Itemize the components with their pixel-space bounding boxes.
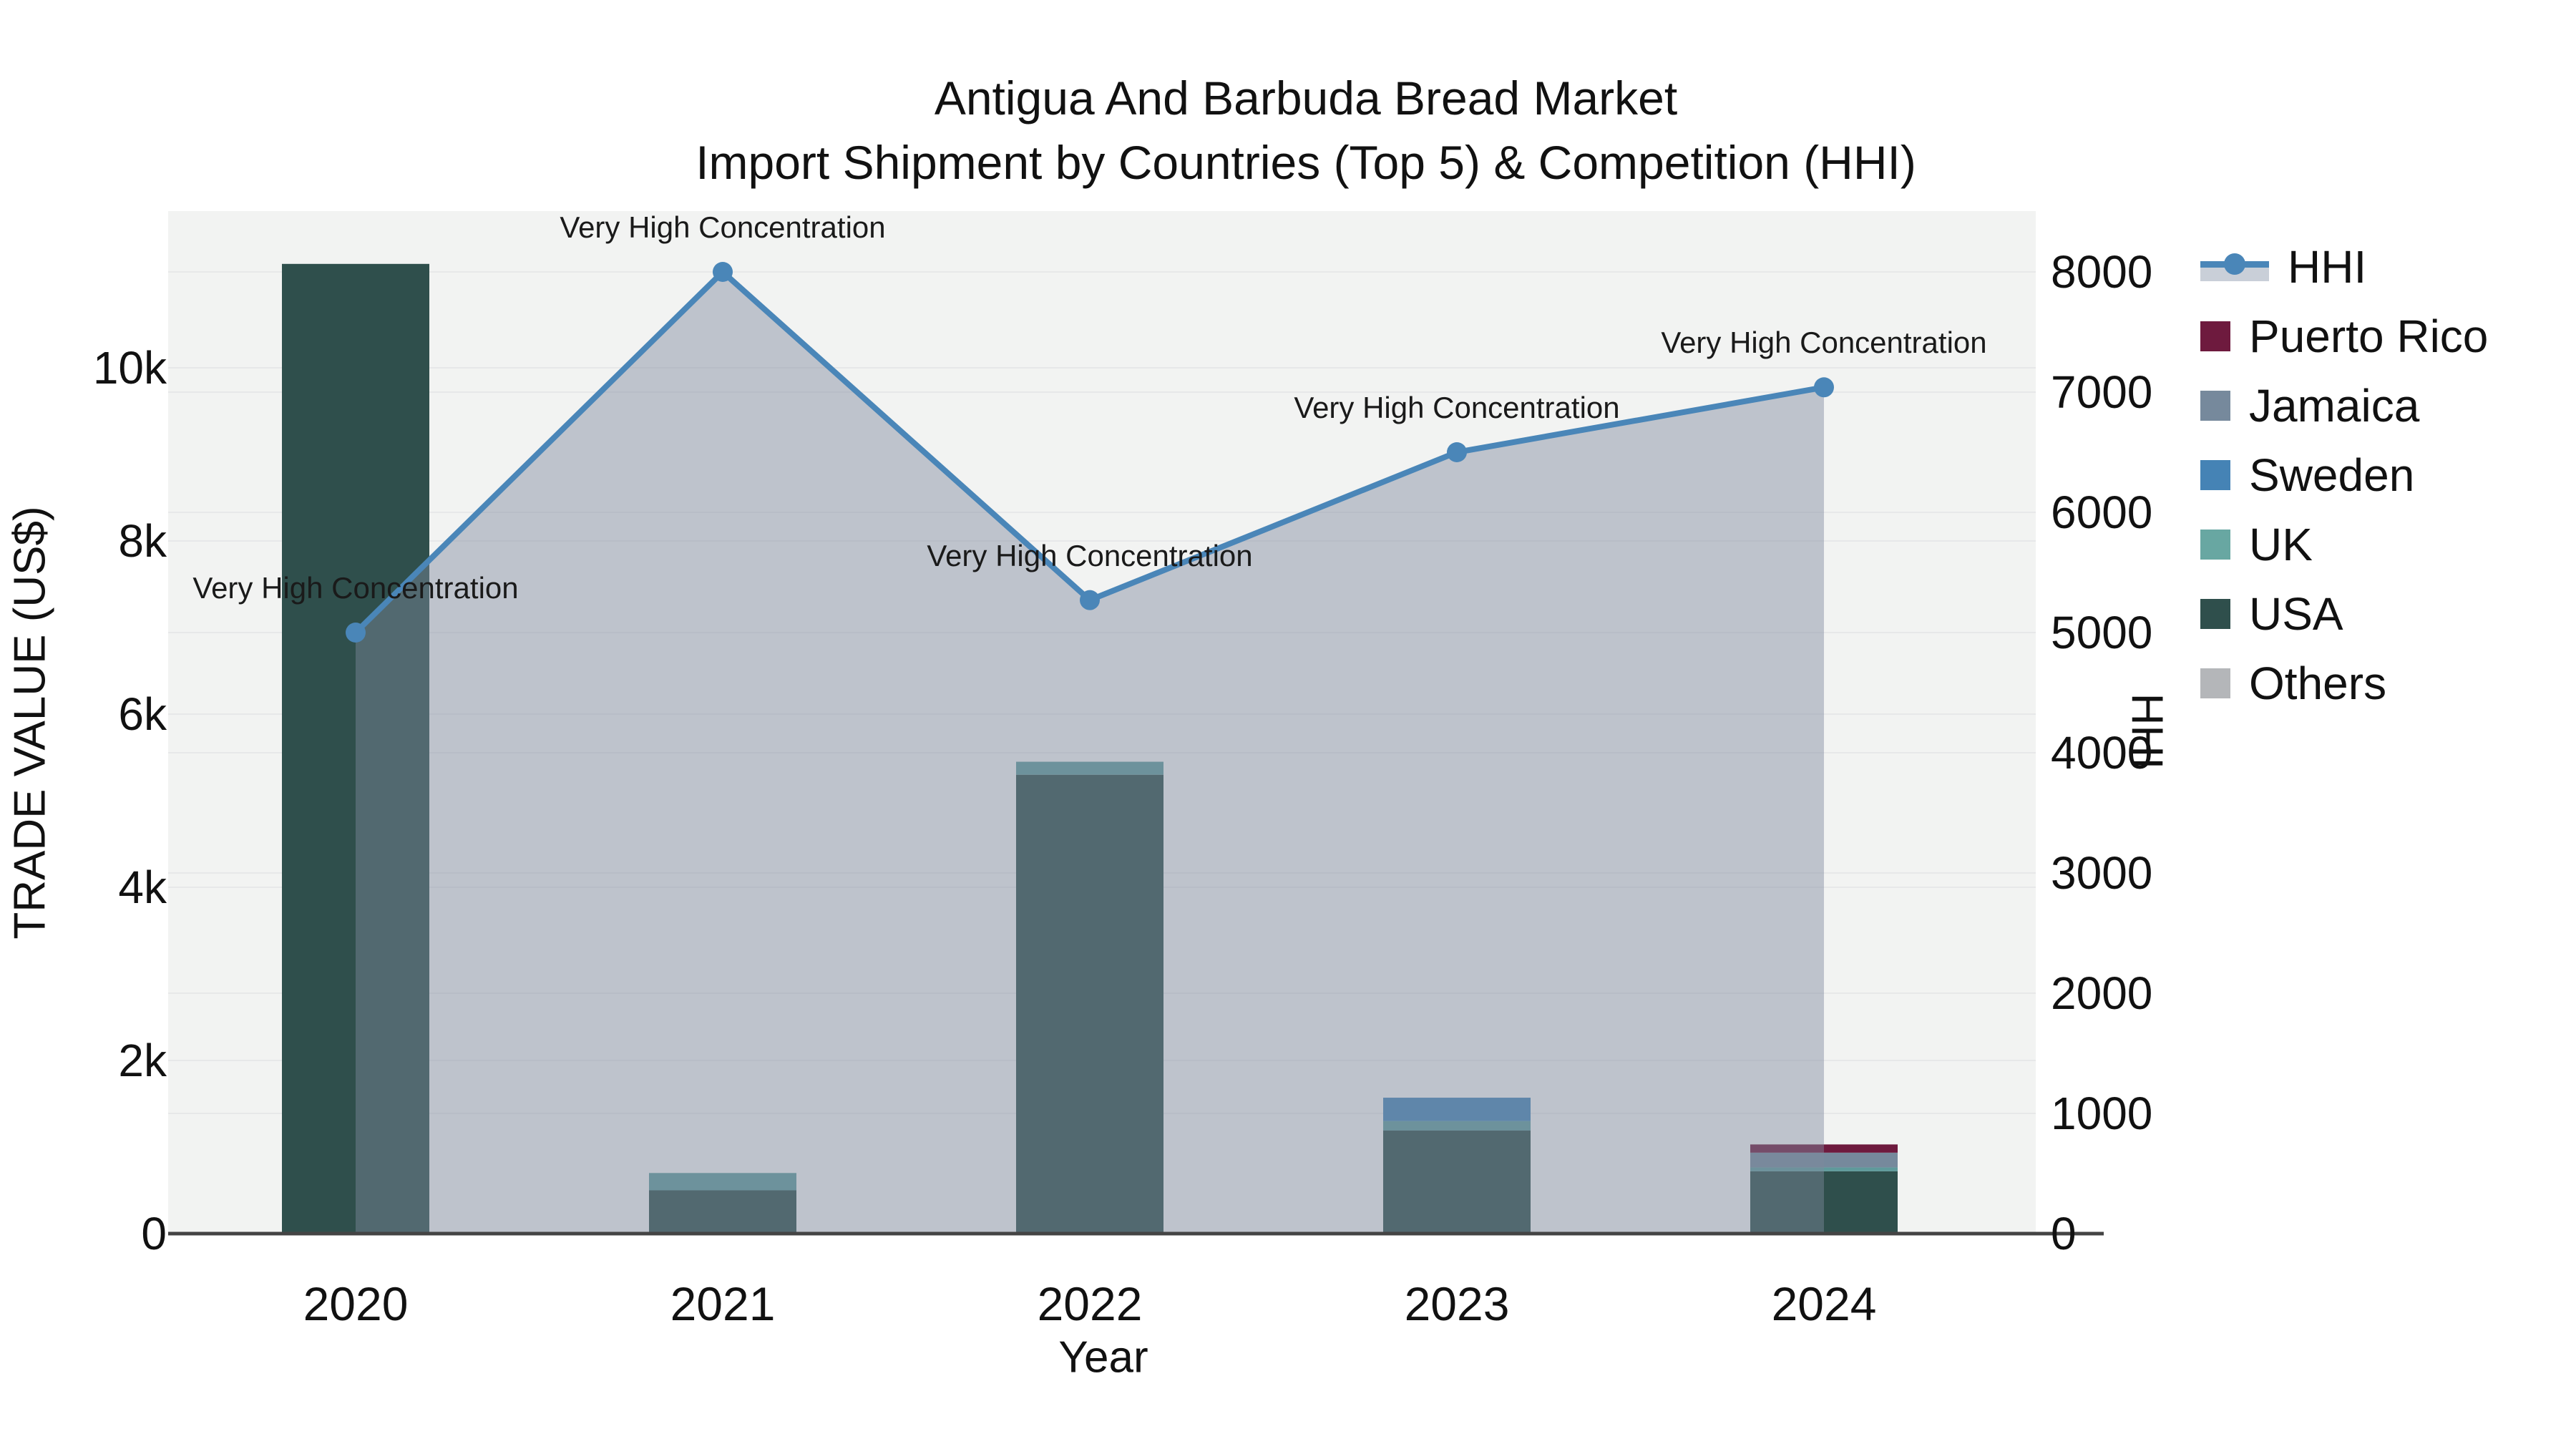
y-left-axis-title: TRADE VALUE (US$) bbox=[5, 506, 55, 940]
y-left-tick-2k: 2k bbox=[118, 1035, 167, 1086]
y-right-tick-0: 0 bbox=[2051, 1208, 2077, 1259]
legend-item-jamaica[interactable]: Jamaica bbox=[2200, 379, 2419, 432]
x-tick-2023: 2023 bbox=[1404, 1277, 1510, 1330]
legend-item-sweden[interactable]: Sweden bbox=[2200, 449, 2414, 502]
bar-segment-jamaica-2024 bbox=[1750, 1152, 1898, 1168]
legend-label-hhi: HHI bbox=[2288, 241, 2367, 293]
y-right-axis-title: HHI bbox=[2122, 693, 2172, 770]
hhi-area bbox=[356, 272, 1824, 1234]
legend-label-sweden: Sweden bbox=[2249, 449, 2415, 501]
annotation-2020: Very High Concentration bbox=[192, 571, 519, 605]
annotation-2021: Very High Concentration bbox=[560, 210, 886, 244]
hhi-marker-2021 bbox=[713, 262, 733, 282]
bar-segment-usa-2022 bbox=[1016, 774, 1163, 1234]
annotation-2024: Very High Concentration bbox=[1661, 326, 1987, 360]
y-left-tick-0: 0 bbox=[141, 1208, 167, 1259]
annotation-2023: Very High Concentration bbox=[1294, 391, 1620, 424]
x-tick-2022: 2022 bbox=[1037, 1277, 1143, 1330]
legend-label-others: Others bbox=[2249, 658, 2387, 709]
hhi-marker-2022 bbox=[1080, 590, 1100, 610]
legend-item-puerto-rico[interactable]: Puerto Rico bbox=[2200, 310, 2488, 363]
y-left-tick-8k: 8k bbox=[118, 515, 167, 567]
hhi-marker-2024 bbox=[1814, 377, 1834, 398]
x-tick-2021: 2021 bbox=[670, 1277, 776, 1330]
chart-title-line1: Antigua And Barbuda Bread Market bbox=[934, 72, 1678, 125]
bar-segment-usa-2024 bbox=[1750, 1171, 1898, 1234]
legend-swatch-usa-icon bbox=[2200, 599, 2230, 629]
bar-segment-usa-2021 bbox=[649, 1190, 796, 1234]
legend-item-usa[interactable]: USA bbox=[2200, 587, 2343, 640]
legend-item-uk[interactable]: UK bbox=[2200, 518, 2313, 571]
y-right-tick-4000: 4000 bbox=[2051, 727, 2153, 779]
legend-swatch-others-icon bbox=[2200, 668, 2230, 698]
bar-segment-puerto-rico-2024 bbox=[1750, 1144, 1898, 1153]
bar-segment-uk-2021 bbox=[649, 1173, 796, 1191]
y-left-tick-6k: 6k bbox=[118, 688, 167, 740]
x-tick-2020: 2020 bbox=[303, 1277, 409, 1330]
hhi-marker-2020 bbox=[346, 623, 366, 643]
legend-label-jamaica: Jamaica bbox=[2249, 380, 2420, 431]
legend-item-hhi[interactable]: HHI bbox=[2200, 240, 2366, 293]
bar-segment-sweden-2023 bbox=[1383, 1098, 1531, 1121]
bar-segment-uk-2024 bbox=[1750, 1167, 1898, 1171]
legend-swatch-sweden-icon bbox=[2200, 460, 2230, 490]
chart-title: Antigua And Barbuda Bread Market Import … bbox=[696, 66, 1916, 195]
legend-swatch-uk-icon bbox=[2200, 530, 2230, 560]
legend-label-puerto-rico: Puerto Rico bbox=[2249, 311, 2489, 362]
legend-label-uk: UK bbox=[2249, 519, 2313, 570]
legend-swatch-jamaica-icon bbox=[2200, 391, 2230, 421]
chart-title-line2: Import Shipment by Countries (Top 5) & C… bbox=[696, 136, 1916, 189]
y-left-tick-4k: 4k bbox=[118, 862, 167, 913]
y-right-tick-5000: 5000 bbox=[2051, 607, 2153, 658]
bar-segment-usa-2023 bbox=[1383, 1131, 1531, 1234]
bar-segment-uk-2022 bbox=[1016, 761, 1163, 775]
bar-segment-uk-2023 bbox=[1383, 1121, 1531, 1131]
y-right-tick-6000: 6000 bbox=[2051, 487, 2153, 538]
y-right-tick-8000: 8000 bbox=[2051, 246, 2153, 298]
hhi-marker-2023 bbox=[1447, 442, 1467, 462]
y-right-tick-1000: 1000 bbox=[2051, 1088, 2153, 1139]
y-right-tick-2000: 2000 bbox=[2051, 967, 2153, 1019]
hhi-line-swatch-icon bbox=[2200, 251, 2269, 283]
legend-label-usa: USA bbox=[2249, 588, 2343, 640]
x-tick-2024: 2024 bbox=[1771, 1277, 1877, 1330]
hhi-line-marker-dot bbox=[2224, 253, 2245, 275]
annotation-2022: Very High Concentration bbox=[927, 538, 1253, 572]
y-right-tick-7000: 7000 bbox=[2051, 366, 2153, 418]
legend-swatch-puerto-rico-icon bbox=[2200, 321, 2230, 351]
x-axis-title: Year bbox=[1058, 1332, 1148, 1382]
y-left-tick-10k: 10k bbox=[92, 342, 167, 394]
y-right-tick-3000: 3000 bbox=[2051, 847, 2153, 899]
bar-segment-usa-2020 bbox=[282, 263, 429, 1234]
legend-item-others[interactable]: Others bbox=[2200, 657, 2386, 710]
